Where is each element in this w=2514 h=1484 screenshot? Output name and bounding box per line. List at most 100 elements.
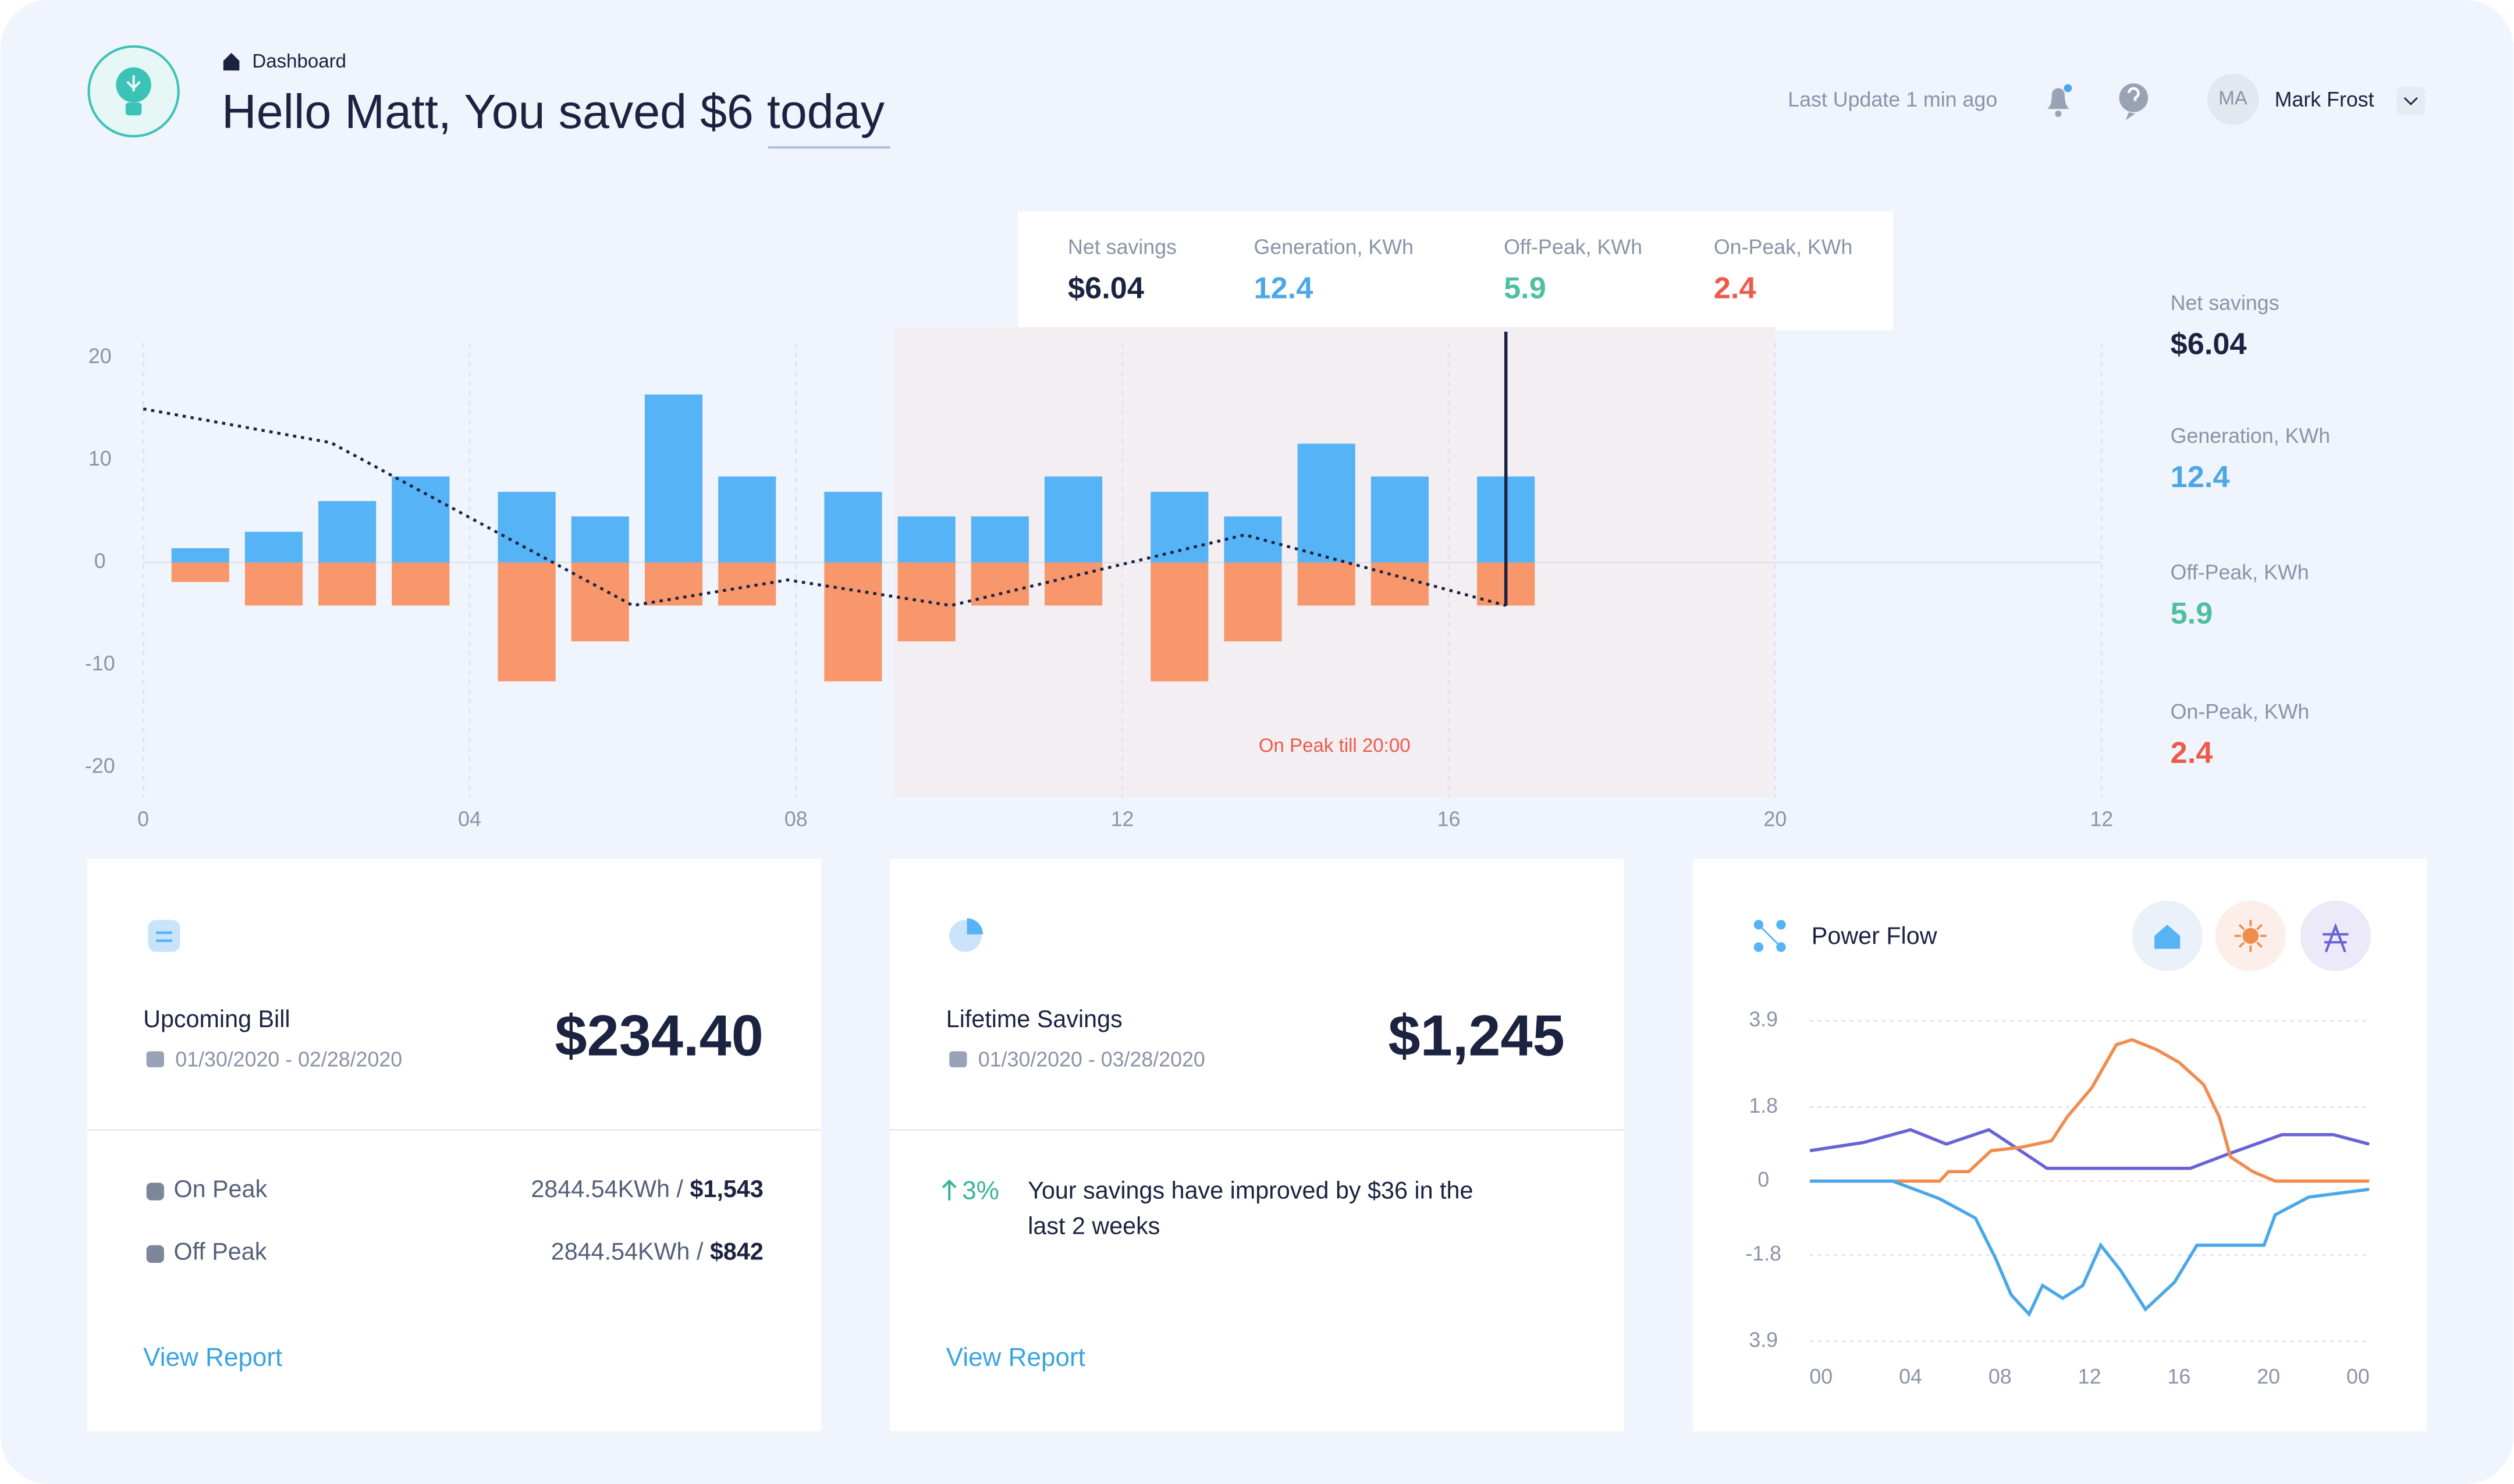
savings-change: 3% xyxy=(962,1176,999,1205)
view-report-link[interactable]: View Report xyxy=(143,1343,282,1372)
savings-card xyxy=(890,859,1624,1432)
bill-amount: $234.40 xyxy=(555,1003,764,1068)
bar xyxy=(1224,516,1282,563)
bar xyxy=(824,562,882,681)
stat-value: $6.04 xyxy=(1068,271,1144,305)
y-tick-label: -10 xyxy=(85,652,115,675)
bill-icon xyxy=(148,919,180,952)
y-tick-label: 10 xyxy=(88,447,112,470)
bar xyxy=(644,394,703,563)
bar xyxy=(392,476,450,563)
line xyxy=(1809,1128,2370,1170)
x-tick-label: 00 xyxy=(2346,1365,2370,1389)
x-tick-label: 08 xyxy=(1989,1365,2012,1389)
user-name[interactable]: Mark Frost xyxy=(2275,88,2374,111)
bar xyxy=(571,562,629,642)
stat-label: Generation, KWh xyxy=(1254,235,1413,258)
stat-value: 12.4 xyxy=(2171,460,2230,494)
row-icon xyxy=(146,1183,164,1201)
x-tick-label: 08 xyxy=(784,807,808,830)
bar xyxy=(718,476,776,563)
stat-label: On-Peak, KWh xyxy=(1714,235,1853,258)
user-menu[interactable] xyxy=(2396,86,2426,116)
x-tick-label: 16 xyxy=(2167,1365,2190,1389)
view-report-link[interactable]: View Report xyxy=(946,1343,1085,1372)
calendar-icon xyxy=(949,1051,967,1068)
bar xyxy=(318,500,377,563)
row-cost: $842 xyxy=(710,1238,764,1265)
y-tick-label: 20 xyxy=(88,345,112,368)
bar xyxy=(1151,562,1209,681)
power-flow-icon xyxy=(1753,919,1786,952)
bar xyxy=(244,562,303,606)
bar xyxy=(392,562,450,606)
bar xyxy=(171,548,229,563)
bar xyxy=(824,492,882,563)
x-tick-label: 04 xyxy=(458,807,481,830)
card-title: Upcoming Bill xyxy=(143,1006,290,1032)
stat-label: Generation, KWh xyxy=(2171,424,2330,448)
bar xyxy=(971,516,1029,563)
bar xyxy=(1044,476,1103,563)
grid-button[interactable] xyxy=(2300,900,2371,971)
x-tick-label: 20 xyxy=(2257,1365,2280,1389)
bar xyxy=(897,516,956,563)
logo xyxy=(87,45,180,138)
y-tick-label: 0 xyxy=(94,549,106,573)
bar xyxy=(897,562,956,642)
stat-value: $6.04 xyxy=(2171,328,2247,361)
avatar-initials: MA xyxy=(2218,87,2247,109)
card-title: Lifetime Savings xyxy=(946,1006,1123,1032)
on-peak-label: On Peak till 20:00 xyxy=(1259,735,1411,757)
bar xyxy=(1224,562,1282,642)
breadcrumb[interactable]: Dashboard xyxy=(252,51,346,72)
row-label: Off Peak xyxy=(173,1238,267,1265)
savings-amount: $1,245 xyxy=(1389,1003,1565,1068)
bar xyxy=(498,492,556,563)
home-button[interactable] xyxy=(2132,900,2203,971)
row-label: On Peak xyxy=(173,1176,267,1202)
savings-message: last 2 weeks xyxy=(1028,1212,1160,1239)
notifications[interactable] xyxy=(2047,84,2072,118)
row-cost: $1,543 xyxy=(690,1176,764,1202)
stat-label: Net savings xyxy=(1068,235,1177,258)
stat-value: 12.4 xyxy=(1254,271,1313,305)
x-tick-label: 0 xyxy=(137,807,149,830)
y-tick-label: -1.8 xyxy=(1745,1242,1781,1265)
home-icon xyxy=(223,52,240,71)
x-tick-label: 16 xyxy=(1437,807,1461,830)
x-tick-label: 12 xyxy=(1111,807,1134,830)
calendar-icon xyxy=(146,1051,164,1068)
bar xyxy=(644,562,703,606)
card-title: Power Flow xyxy=(1812,922,1937,949)
up-arrow xyxy=(942,1179,957,1201)
line xyxy=(1810,1038,2370,1183)
avatar[interactable] xyxy=(2207,73,2259,125)
stat-value: 2.4 xyxy=(1714,271,1756,305)
bar xyxy=(1297,443,1355,563)
y-tick-label: 1.8 xyxy=(1749,1094,1778,1117)
x-tick-label: 00 xyxy=(1809,1365,1833,1389)
pie-icon xyxy=(949,918,983,952)
page-title: Hello Matt, You saved $6 today xyxy=(222,84,885,139)
bar xyxy=(498,562,556,681)
bill-card xyxy=(87,859,821,1432)
tooltip xyxy=(1018,211,1894,331)
y-tick-label: 3.9 xyxy=(1749,1328,1778,1351)
line xyxy=(1810,1179,2370,1318)
date-range: 01/30/2020 - 02/28/2020 xyxy=(175,1048,402,1071)
last-update: Last Update 1 min ago xyxy=(1788,88,1997,111)
bar xyxy=(244,531,303,563)
stat-label: Net savings xyxy=(2171,292,2279,315)
bar xyxy=(1370,562,1429,606)
bar xyxy=(318,562,377,606)
stat-value: 5.9 xyxy=(2171,597,2213,630)
y-tick-label: -20 xyxy=(85,754,115,777)
row-value: 2844.54KWh / $1,543 xyxy=(531,1176,764,1202)
bar xyxy=(718,562,776,606)
help[interactable] xyxy=(2119,83,2149,120)
solar-button[interactable] xyxy=(2215,900,2286,971)
y-tick-label: 0 xyxy=(1757,1168,1769,1191)
